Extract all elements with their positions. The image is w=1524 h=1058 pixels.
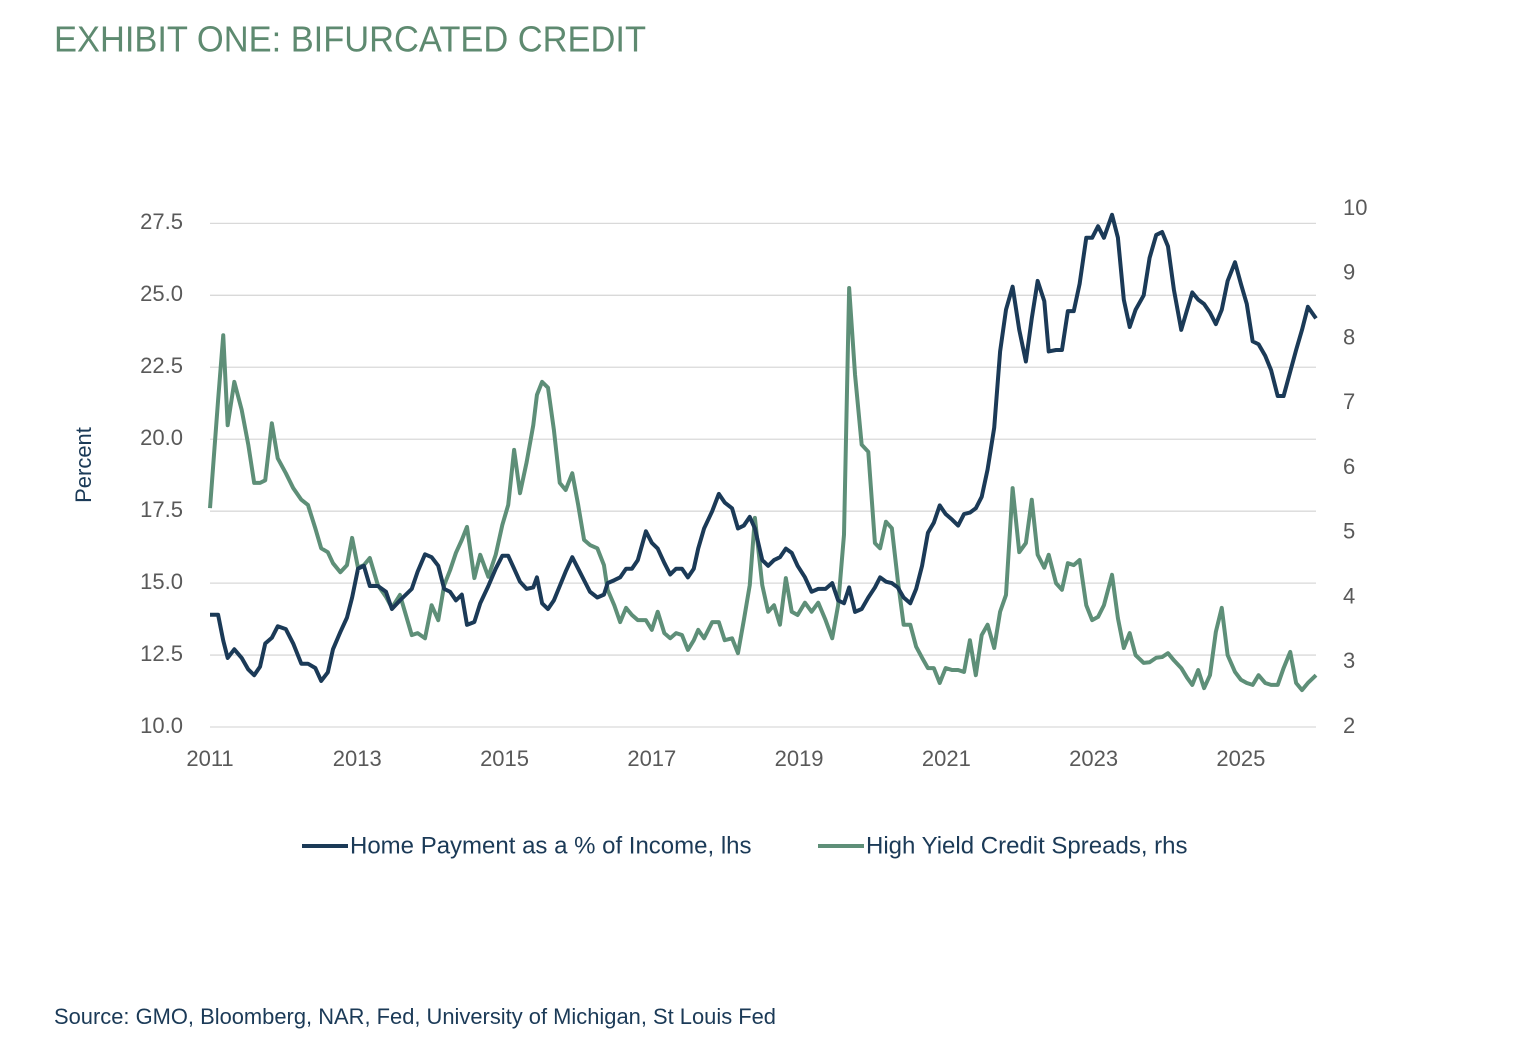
series-line <box>210 212 1318 683</box>
legend-label: High Yield Credit Spreads, rhs <box>866 832 1188 859</box>
y2-tick-label: 6 <box>1343 454 1355 479</box>
y2-tick-label: 10 <box>1343 195 1367 220</box>
y-tick-label: 12.5 <box>140 641 183 666</box>
x-tick-label: 2019 <box>775 746 824 771</box>
y2-tick-label: 7 <box>1343 389 1355 414</box>
x-tick-label: 2023 <box>1069 746 1118 771</box>
y-tick-label: 22.5 <box>140 353 183 378</box>
y-tick-label: 25.0 <box>140 281 183 306</box>
y-tick-label: 27.5 <box>140 209 183 234</box>
series-line <box>208 286 1318 693</box>
y2-tick-label: 5 <box>1343 519 1355 544</box>
y-tick-label: 20.0 <box>140 425 183 450</box>
y-tick-label: 10.0 <box>140 713 183 738</box>
x-tick-label: 2013 <box>333 746 382 771</box>
x-tick-label: 2021 <box>922 746 971 771</box>
y2-tick-label: 9 <box>1343 260 1355 285</box>
source-note: Source: GMO, Bloomberg, NAR, Fed, Univer… <box>54 1004 776 1029</box>
x-tick-label: 2015 <box>480 746 529 771</box>
x-tick-label: 2017 <box>627 746 676 771</box>
y2-tick-label: 2 <box>1343 713 1355 738</box>
y-tick-label: 15.0 <box>140 569 183 594</box>
y2-tick-label: 3 <box>1343 648 1355 673</box>
y-axis-label: Percent <box>71 427 96 503</box>
chart-title: EXHIBIT ONE: BIFURCATED CREDIT <box>54 19 646 60</box>
x-tick-label: 2011 <box>186 746 233 771</box>
y-tick-label: 17.5 <box>140 497 183 522</box>
legend-label: Home Payment as a % of Income, lhs <box>350 832 752 859</box>
x-tick-label: 2025 <box>1216 746 1265 771</box>
y2-tick-label: 8 <box>1343 324 1355 349</box>
y2-tick-label: 4 <box>1343 583 1355 608</box>
